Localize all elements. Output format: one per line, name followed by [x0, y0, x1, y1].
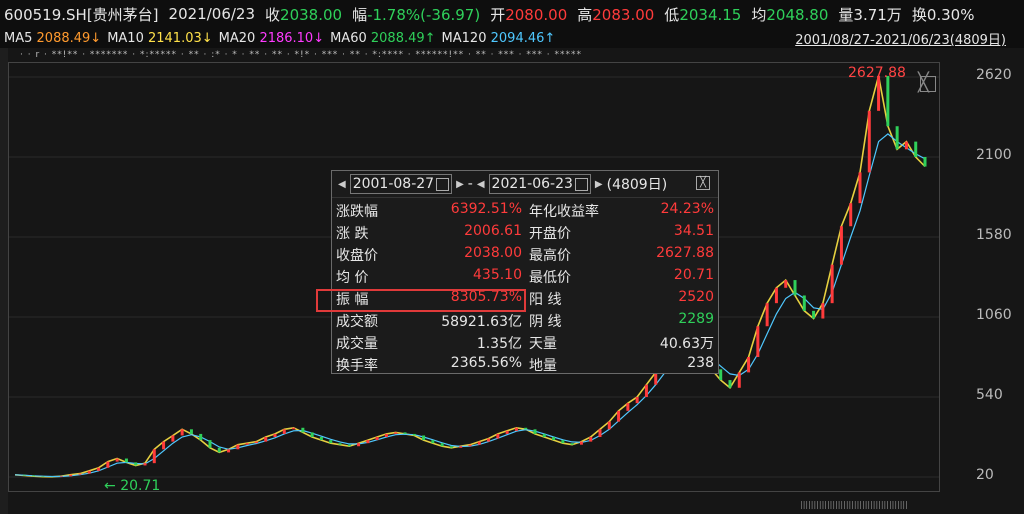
stats-label: 最高价: [529, 248, 571, 264]
stats-value: 1.35亿: [476, 336, 522, 352]
stats-value: 2038.00: [464, 245, 522, 261]
stats-label: 换手率: [336, 358, 378, 374]
chart-area[interactable]: [8, 62, 940, 492]
stats-row: 涨跌幅 6392.51% 年化收益率 24.23%: [332, 199, 718, 221]
bottom-scroll-strip[interactable]: ||||||||||||||||||||||||||||||||||||||||: [800, 500, 908, 509]
ma-bar: MA5 2088.49↓ MA10 2141.03↓ MA20 2186.10↓ MA…: [0, 28, 1024, 48]
quote-header: 600519.SH[贵州茅台] 2021/06/23 收2038.00 幅-1.…: [0, 0, 1024, 28]
calendar-icon[interactable]: [574, 177, 588, 191]
y-tick-label: 1580: [976, 227, 1012, 243]
stats-label: 振 幅: [336, 292, 369, 308]
start-prev-icon[interactable]: ◀: [338, 178, 346, 190]
stats-value: 2006.61: [464, 223, 522, 239]
quote-date: 2021/06/23: [168, 5, 256, 23]
stats-value: 8305.73%: [450, 289, 522, 305]
max-price-label: 2627.88: [848, 65, 906, 81]
ma-item-ma10: MA10 2141.03↓: [107, 30, 213, 46]
days-count: (4809日): [606, 177, 668, 193]
close-field: 收2038.00: [265, 5, 343, 24]
popup-close-icon[interactable]: ╳: [696, 176, 710, 190]
stats-row: 成交量 1.35亿 天量 40.63万: [332, 331, 718, 353]
stats-label: 涨跌幅: [336, 204, 378, 220]
stats-row: 振 幅 8305.73% 阳 线 2520: [332, 287, 718, 309]
interval-stats-popup: ◀ 2001-08-27 ▶ - ◀ 2021-06-23 ▶ (4809日) …: [331, 170, 719, 374]
amplitude-highlight-box: [316, 289, 526, 312]
popup-date-bar: ◀ 2001-08-27 ▶ - ◀ 2021-06-23 ▶ (4809日): [332, 171, 718, 198]
date-range-selector[interactable]: 2001/08/27-2021/06/23(4809日): [795, 33, 1006, 48]
y-tick-label: 540: [976, 387, 1003, 403]
maximize-icon[interactable]: [920, 76, 936, 92]
stats-row: 收盘价 2038.00 最高价 2627.88: [332, 243, 718, 265]
y-tick-label: 2100: [976, 147, 1012, 163]
left-sidebar: [0, 48, 8, 514]
stats-value: 40.63万: [659, 336, 714, 352]
end-date-field[interactable]: 2021-06-23: [488, 174, 591, 194]
high-field: 高2083.00: [577, 5, 655, 24]
stats-label: 最低价: [529, 270, 571, 286]
end-prev-icon[interactable]: ◀: [476, 178, 485, 190]
stats-value: 2365.56%: [450, 355, 522, 371]
y-tick-label: 1060: [976, 307, 1012, 323]
y-tick-label: 20: [976, 467, 994, 483]
y-axis: 2620 2100 1580 1060 540 20: [940, 62, 1024, 492]
stock-code[interactable]: 600519.SH[贵州茅台]: [4, 5, 159, 24]
stats-label: 阴 线: [529, 314, 562, 330]
calendar-icon[interactable]: [436, 177, 450, 191]
ma-item-ma60: MA60 2088.49↑: [330, 30, 436, 46]
date-dash: -: [467, 176, 473, 192]
stats-value: 2627.88: [656, 245, 714, 261]
ma-item-ma120: MA120 2094.46↑: [441, 30, 556, 46]
stats-row: 换手率 2365.56% 地量 238: [332, 353, 718, 375]
start-date-field[interactable]: 2001-08-27: [349, 174, 453, 194]
stats-value: 24.23%: [660, 201, 714, 217]
stats-value: 238: [687, 355, 714, 371]
stats-label: 涨 跌: [336, 226, 369, 242]
start-next-icon[interactable]: ▶: [456, 178, 464, 190]
open-field: 开2080.00: [490, 5, 568, 24]
y-tick-label: 2620: [976, 67, 1012, 83]
stats-label: 天量: [529, 336, 557, 352]
stats-label: 均 价: [336, 270, 369, 286]
price-chart: [9, 75, 939, 478]
stats-label: 年化收益率: [529, 204, 599, 220]
turnover-field: 换0.30%: [911, 5, 975, 24]
stats-value: 435.10: [473, 267, 522, 283]
stats-label: 收盘价: [336, 248, 378, 264]
end-next-icon[interactable]: ▶: [594, 178, 603, 190]
stats-label: 阳 线: [529, 292, 562, 308]
stats-row: 均 价 435.10 最低价 20.71: [332, 265, 718, 287]
stats-label: 成交量: [336, 336, 378, 352]
stats-label: 成交额: [336, 314, 378, 330]
stats-label: 地量: [529, 358, 557, 374]
stats-value: 2520: [678, 289, 714, 305]
min-price-label: ← 20.71: [104, 478, 161, 494]
stats-grid: 涨跌幅 6392.51% 年化收益率 24.23% 涨 跌 2006.61 开盘价 34.51…: [332, 199, 718, 375]
stats-value: 34.51: [673, 223, 714, 239]
stats-value: 2289: [678, 311, 714, 327]
stats-row: 涨 跌 2006.61 开盘价 34.51: [332, 221, 718, 243]
ma-item-ma5: MA5 2088.49↓: [4, 30, 102, 46]
stats-row: 成交额 58921.63亿阴 线 2289: [332, 309, 718, 331]
low-field: 低2034.15: [664, 5, 742, 24]
ma-item-ma20: MA20 2186.10↓: [218, 30, 325, 46]
avg-field: 均2048.80: [751, 5, 829, 24]
change-field: 幅-1.78%(-36.97): [352, 5, 481, 24]
close-icon[interactable]: ╳: [918, 72, 929, 93]
stats-value: 6392.51%: [450, 201, 522, 217]
volume-field: 量3.71万: [838, 5, 902, 24]
stats-label: 开盘价: [529, 226, 571, 242]
stats-value: 58921.63亿: [441, 314, 522, 330]
event-marks: · · r · **!** · ******* · *:***** · ** ·…: [20, 50, 582, 60]
stats-value: 20.71: [673, 267, 714, 283]
